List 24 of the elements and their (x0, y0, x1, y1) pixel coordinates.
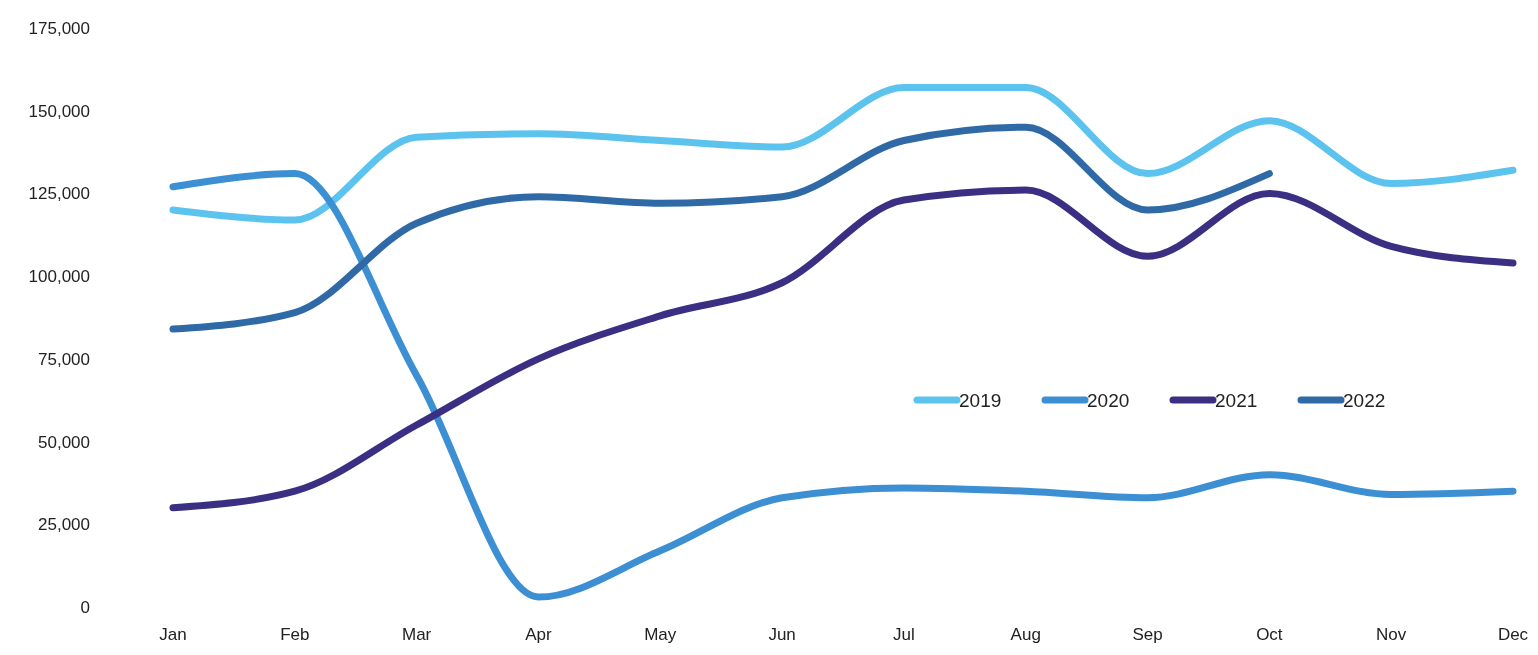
x-tick-label: May (644, 625, 677, 644)
x-tick-label: Jul (893, 625, 915, 644)
x-tick-label: Feb (280, 625, 310, 644)
y-tick-label: 0 (80, 597, 90, 617)
y-tick-label: 125,000 (28, 184, 90, 204)
x-tick-label: Oct (1256, 625, 1283, 644)
y-tick-label: 150,000 (28, 101, 90, 121)
legend-label: 2019 (959, 389, 1002, 411)
legend-label: 2021 (1215, 389, 1258, 411)
x-tick-label: Jun (768, 625, 796, 644)
x-tick-label: Mar (402, 625, 432, 644)
x-tick-label: Sep (1132, 625, 1163, 644)
x-tick-label: Jan (159, 625, 187, 644)
x-tick-label: Apr (525, 625, 553, 644)
y-tick-label: 25,000 (38, 515, 90, 535)
y-tick-label: 50,000 (38, 432, 90, 452)
y-tick-label: 100,000 (28, 267, 90, 287)
y-tick-label: 175,000 (28, 18, 90, 38)
y-tick-label: 75,000 (38, 349, 90, 369)
legend-label: 2022 (1343, 389, 1386, 411)
legend-label: 2020 (1087, 389, 1130, 411)
x-tick-label: Aug (1010, 625, 1041, 644)
x-tick-label: Nov (1376, 625, 1407, 644)
x-tick-label: Dec (1497, 625, 1529, 644)
